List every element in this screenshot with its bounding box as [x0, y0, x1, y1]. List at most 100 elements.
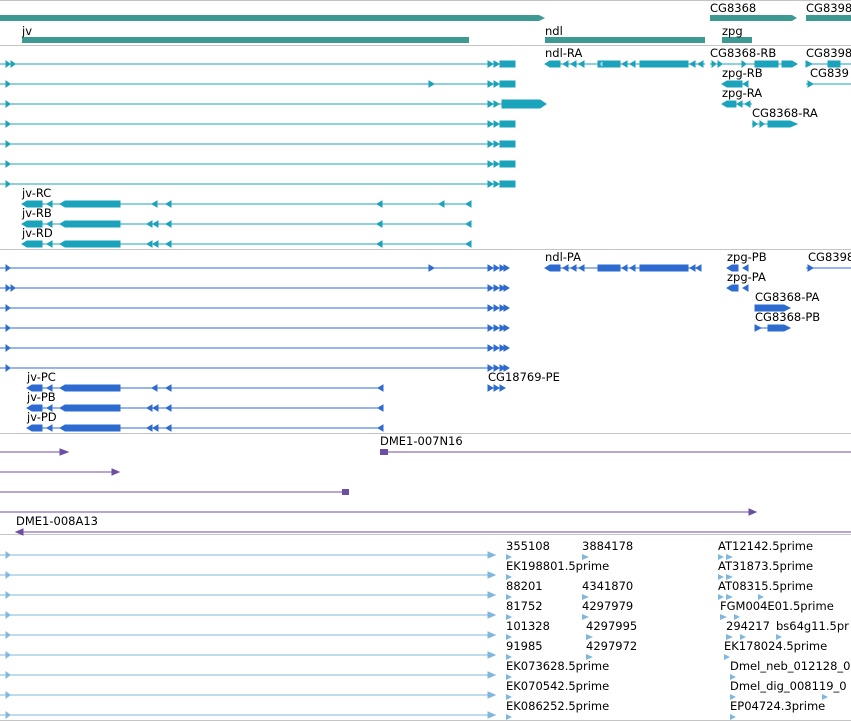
est-label: EK198801.5prime: [506, 559, 609, 573]
transcript-isoform[interactable]: [0, 140, 516, 148]
est-label: AT12142.5prime: [718, 539, 813, 553]
transcript-label-ndl-RA: ndl-RA: [545, 46, 582, 60]
transcript-jv-RC[interactable]: [21, 200, 472, 208]
clone-feature[interactable]: [0, 508, 758, 516]
transcript-jv-PB[interactable]: [26, 404, 384, 412]
transcript-CG8368-PA[interactable]: [754, 304, 792, 312]
transcript-ndl-PA[interactable]: [544, 264, 702, 272]
est-label: 4297995: [586, 619, 637, 633]
est-label: EK073628.5prime: [506, 659, 609, 673]
gene-glyph-CG8398[interactable]: [806, 15, 851, 21]
transcript-track-p[interactable]: ndl-PA zpg-PB CG8398 zpg-PA CG8368-PA CG…: [0, 250, 851, 432]
protein-label-zpg-PA: zpg-PA: [727, 270, 766, 284]
transcript-isoform[interactable]: [0, 60, 516, 68]
est-label: bs64g11.5pr: [776, 619, 849, 633]
est-label: 101328: [506, 619, 550, 633]
transcript-jv-RD[interactable]: [21, 240, 472, 248]
transcript-isoform[interactable]: [0, 180, 516, 188]
est-label: 3884178: [582, 539, 633, 553]
est-label: 81752: [506, 599, 543, 613]
clone-feature-DME1-007N16[interactable]: [380, 449, 851, 455]
clone-feature-DME1-008A13[interactable]: [14, 528, 851, 536]
transcript-label-CG8398: CG8398: [806, 46, 851, 60]
gene-glyph-jv-upstream[interactable]: [0, 15, 545, 21]
transcript-isoform[interactable]: [0, 364, 510, 372]
transcript-zpg-PB[interactable]: [726, 264, 749, 272]
transcript-CG18769-PE[interactable]: [487, 384, 506, 392]
est-small-features[interactable]: [506, 554, 828, 720]
transcript-label-jv-RB: jv-RB: [21, 206, 52, 220]
clone-feature[interactable]: [0, 468, 121, 476]
est-label: 4341870: [582, 579, 633, 593]
transcript-label-zpg-RA: zpg-RA: [722, 86, 762, 100]
transcript-isoform[interactable]: [0, 344, 510, 352]
transcript-jv-PC[interactable]: [26, 384, 384, 392]
transcript-isoform[interactable]: [0, 80, 516, 88]
transcript-CG8398-P[interactable]: [806, 264, 851, 272]
protein-label-ndl-PA: ndl-PA: [545, 250, 581, 264]
transcript-CG8398-R[interactable]: [805, 60, 851, 88]
gene-glyph-zpg[interactable]: [722, 37, 752, 43]
transcript-label-jv-RC: jv-RC: [21, 186, 51, 200]
transcript-CG8368-RB[interactable]: [710, 60, 798, 68]
clone-feature[interactable]: [0, 448, 70, 456]
transcript-label-CG8368-RB: CG8368-RB: [710, 46, 776, 60]
protein-label-jv-PD: jv-PD: [26, 410, 57, 424]
transcript-ndl-RA[interactable]: [544, 60, 705, 68]
protein-label-zpg-PB: zpg-PB: [727, 250, 767, 264]
est-label: Dmel_dig_008119_0: [730, 679, 847, 693]
transcript-isoform[interactable]: [0, 264, 510, 272]
protein-label-CG8398: CG8398: [808, 250, 851, 264]
transcript-CG8368-RA[interactable]: [752, 120, 799, 128]
est-alignment-rows[interactable]: [0, 551, 497, 719]
clone-track[interactable]: DME1-007N16 DME1-008A13: [0, 434, 851, 536]
est-label: EK086252.5prime: [506, 699, 609, 713]
transcript-isoform[interactable]: [0, 160, 516, 168]
gene-label-zpg: zpg: [722, 24, 743, 38]
transcript-label-CG8368-RA: CG8368-RA: [752, 106, 818, 120]
protein-label-CG18769-PE: CG18769-PE: [488, 370, 560, 384]
transcript-jv-PD[interactable]: [26, 424, 384, 432]
est-label: FGM004E01.5prime: [720, 599, 834, 613]
gene-glyph-CG8368[interactable]: [710, 15, 797, 21]
transcript-isoform[interactable]: [0, 120, 516, 128]
gene-label-ndl: ndl: [545, 24, 563, 38]
gene-glyph-ndl[interactable]: [545, 37, 705, 43]
transcript-label-jv-RD: jv-RD: [21, 226, 53, 240]
gene-track[interactable]: jv ndl CG8368 zpg CG8398: [0, 1, 851, 43]
transcript-track-r[interactable]: ndl-RA CG8368-RB CG8398 zpg-RB CG839 zpg…: [0, 46, 851, 248]
est-label: AT08315.5prime: [718, 579, 813, 593]
est-track[interactable]: 355108 3884178 AT12142.5prime EK198801.5…: [0, 539, 850, 720]
transcript-zpg-RB[interactable]: [721, 80, 749, 88]
clone-label-DME1-008A13: DME1-008A13: [16, 514, 98, 528]
gene-label-jv: jv: [21, 24, 32, 38]
transcript-zpg-PA[interactable]: [726, 284, 749, 292]
est-label: 88201: [506, 579, 543, 593]
est-label: EK070542.5prime: [506, 679, 609, 693]
clone-feature[interactable]: [0, 489, 349, 495]
transcript-isoform[interactable]: [0, 99, 547, 109]
transcript-label-zpg-RB: zpg-RB: [722, 66, 763, 80]
est-label: 355108: [506, 539, 550, 553]
protein-label-jv-PB: jv-PB: [26, 390, 56, 404]
protein-label-CG8368-PB: CG8368-PB: [755, 310, 820, 324]
transcript-isoform[interactable]: [0, 304, 510, 312]
est-label: 4297972: [586, 639, 637, 653]
transcript-label-CG839: CG839: [810, 66, 849, 80]
est-label: AT31873.5prime: [718, 559, 813, 573]
gene-label-CG8368: CG8368: [710, 1, 756, 15]
est-label: 294217: [726, 619, 770, 633]
gene-label-CG8398: CG8398: [806, 1, 851, 15]
protein-label-jv-PC: jv-PC: [26, 370, 56, 384]
clone-label-DME1-007N16: DME1-007N16: [380, 434, 463, 448]
transcript-CG8368-PB[interactable]: [754, 324, 792, 332]
transcript-isoform[interactable]: [0, 324, 510, 332]
est-label: Dmel_neb_012128_0: [730, 659, 850, 673]
protein-label-CG8368-PA: CG8368-PA: [755, 290, 820, 304]
transcript-jv-RB[interactable]: [21, 220, 472, 228]
transcript-zpg-RA[interactable]: [721, 100, 752, 108]
transcript-isoform[interactable]: [0, 284, 510, 292]
gene-glyph-jv[interactable]: [22, 37, 469, 43]
